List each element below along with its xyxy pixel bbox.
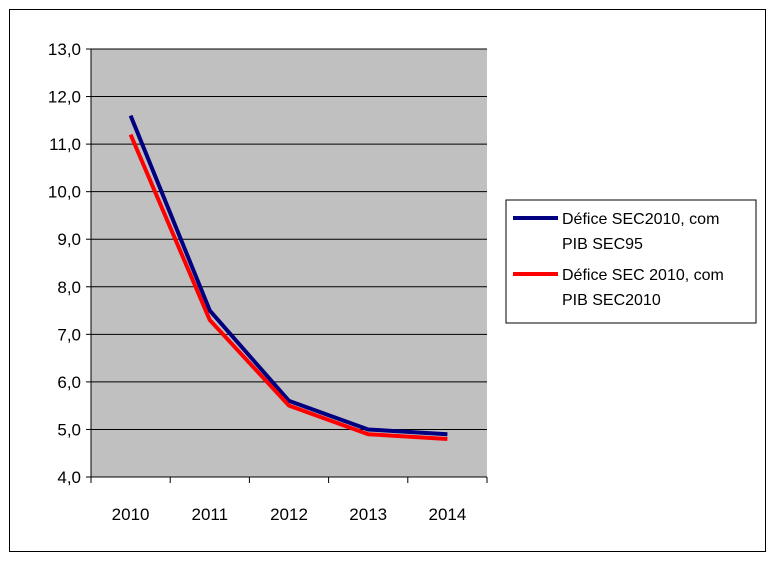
y-tick-label: 7,0 bbox=[57, 325, 81, 344]
series-layer bbox=[128, 114, 448, 441]
legend-box bbox=[505, 199, 757, 324]
legend-label-1: Défice SEC2010, com bbox=[562, 211, 719, 228]
legend: Défice SEC2010, com PIB SEC95 Défice SEC 2… bbox=[505, 199, 757, 324]
legend-label-2: PIB SEC2010 bbox=[562, 292, 661, 309]
y-tick-label: 12,0 bbox=[48, 88, 81, 107]
y-tick-label: 6,0 bbox=[57, 373, 81, 392]
legend-label-1: PIB SEC95 bbox=[562, 236, 643, 253]
series-line-2 bbox=[128, 133, 448, 441]
y-axis: 4,0 5,0 6,0 7,0 8,0 9,0 10,0 11,0 12,0 13,0 bbox=[48, 40, 91, 487]
y-tick-label: 5,0 bbox=[57, 420, 81, 439]
gridlines bbox=[91, 48, 487, 430]
x-tick-label: 2011 bbox=[192, 505, 229, 524]
legend-label-2: Défice SEC 2010, com bbox=[562, 267, 724, 284]
x-tick-label: 2010 bbox=[112, 505, 150, 524]
y-tick-label: 4,0 bbox=[57, 468, 81, 487]
y-tick-label: 13,0 bbox=[48, 40, 81, 59]
y-tick-label: 9,0 bbox=[57, 230, 81, 249]
x-axis: 2010 2011 2012 2013 2014 bbox=[90, 477, 488, 524]
series-line-1 bbox=[128, 114, 448, 437]
y-tick-label: 11,0 bbox=[49, 135, 81, 154]
x-tick-label: 2014 bbox=[428, 505, 466, 524]
y-tick-label: 8,0 bbox=[57, 278, 81, 297]
x-tick-label: 2012 bbox=[270, 505, 308, 524]
plot-area bbox=[91, 49, 487, 477]
y-tick-label: 10,0 bbox=[48, 183, 81, 202]
x-tick-label: 2013 bbox=[349, 505, 387, 524]
